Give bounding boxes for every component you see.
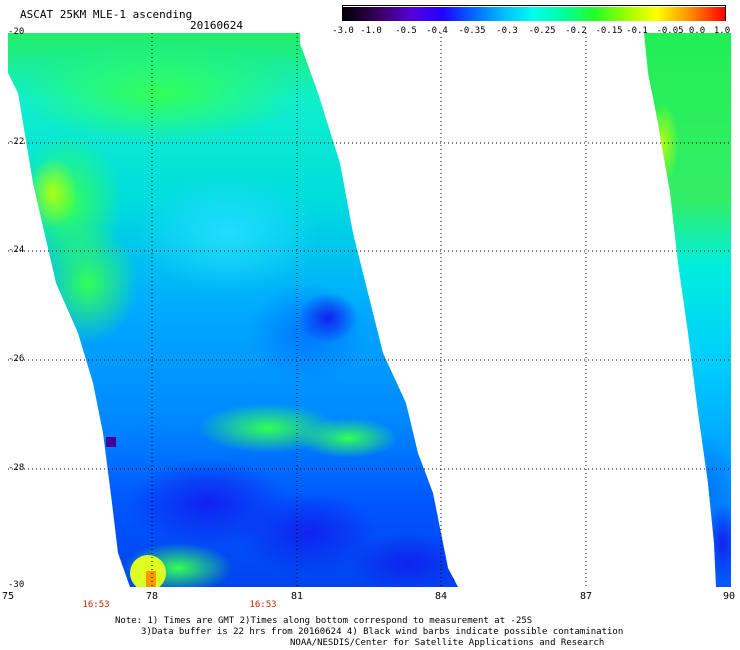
credit-line: NOAA/NESDIS/Center for Satellite Applica… (290, 638, 605, 648)
footnote: Note: 1) Times are GMT 2)Times along bot… (115, 616, 623, 638)
map-plot-area (8, 33, 731, 587)
time-label: 16:53 (82, 600, 110, 610)
colorbar-label: -0.15 (595, 26, 623, 36)
x-axis-tick: 87 (579, 591, 593, 602)
colorbar-label: -0.5 (395, 26, 417, 36)
time-label: 16:53 (249, 600, 277, 610)
swath-west (8, 33, 458, 587)
scatterometer-map (8, 33, 731, 587)
colorbar-label: -0.4 (426, 26, 448, 36)
colorbar-label: -1.0 (360, 26, 382, 36)
colorbar-label: -0.05 (656, 26, 684, 36)
y-axis-tick: -26 (8, 354, 25, 364)
colorbar (342, 5, 726, 21)
colorbar-label: -0.35 (458, 26, 486, 36)
x-axis-tick: 75 (1, 591, 15, 602)
x-axis-tick: 81 (290, 591, 304, 602)
map-title: ASCAT 25KM MLE-1 ascending (20, 8, 193, 21)
x-axis-tick: 78 (145, 591, 159, 602)
colorbar-label: -0.25 (528, 26, 556, 36)
y-axis-tick: -28 (8, 463, 25, 473)
colorbar-label: -0.3 (496, 26, 518, 36)
map-date: 20160624 (190, 19, 243, 32)
colorbar-label: 0.0 (688, 26, 706, 36)
colorbar-label: -3.0 (332, 26, 354, 36)
y-axis-tick: -20 (8, 27, 25, 37)
footnote-line-1: Note: 1) Times are GMT 2)Times along bot… (115, 616, 533, 626)
x-axis-tick: 84 (434, 591, 448, 602)
swath-east (644, 33, 731, 587)
y-axis-tick: -30 (8, 580, 25, 590)
x-axis-tick: 90 (722, 591, 736, 602)
colorbar-label: -0.2 (565, 26, 587, 36)
y-axis-tick: -22 (8, 137, 25, 147)
map-grid (8, 33, 731, 587)
colorbar-label: -0.1 (626, 26, 648, 36)
colorbar-gradient (343, 7, 725, 21)
colorbar-label: 1.0 (713, 26, 731, 36)
footnote-line-2: 3)Data buffer is 22 hrs from 20160624 4)… (141, 627, 624, 637)
y-axis-tick: -24 (8, 245, 25, 255)
